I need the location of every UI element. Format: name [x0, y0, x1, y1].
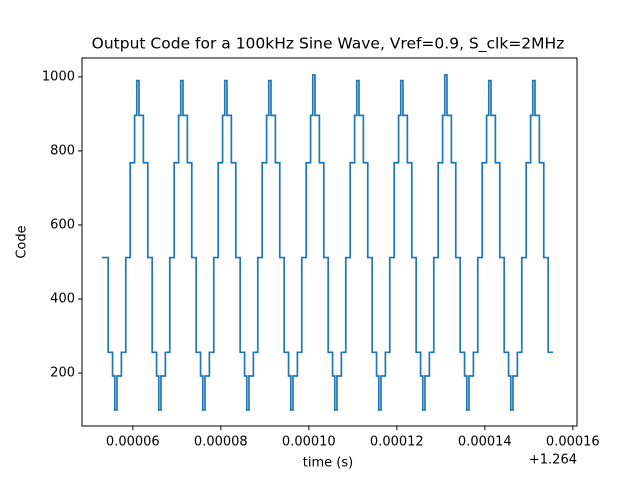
y-axis-label: Code [15, 225, 30, 258]
y-tick-label: 200 [50, 366, 75, 381]
step-line [102, 74, 554, 411]
x-axis-label: time (s) [303, 456, 353, 471]
x-tick-label: 0.00006 [106, 435, 160, 450]
x-tick-label: 0.00010 [282, 435, 336, 450]
y-tick-label: 600 [50, 217, 75, 232]
x-tick-label: 0.00014 [458, 435, 512, 450]
x-tick-label: 0.00008 [194, 435, 248, 450]
x-tick-label: 0.00016 [546, 435, 600, 450]
x-tick-label: 0.00012 [370, 435, 424, 450]
x-offset-text: +1.264 [529, 453, 577, 468]
y-tick-label: 1000 [42, 69, 75, 84]
y-tick-label: 400 [50, 292, 75, 307]
y-tick-label: 800 [50, 143, 75, 158]
axes-frame [81, 57, 578, 427]
chart-title: Output Code for a 100kHz Sine Wave, Vref… [92, 35, 565, 54]
